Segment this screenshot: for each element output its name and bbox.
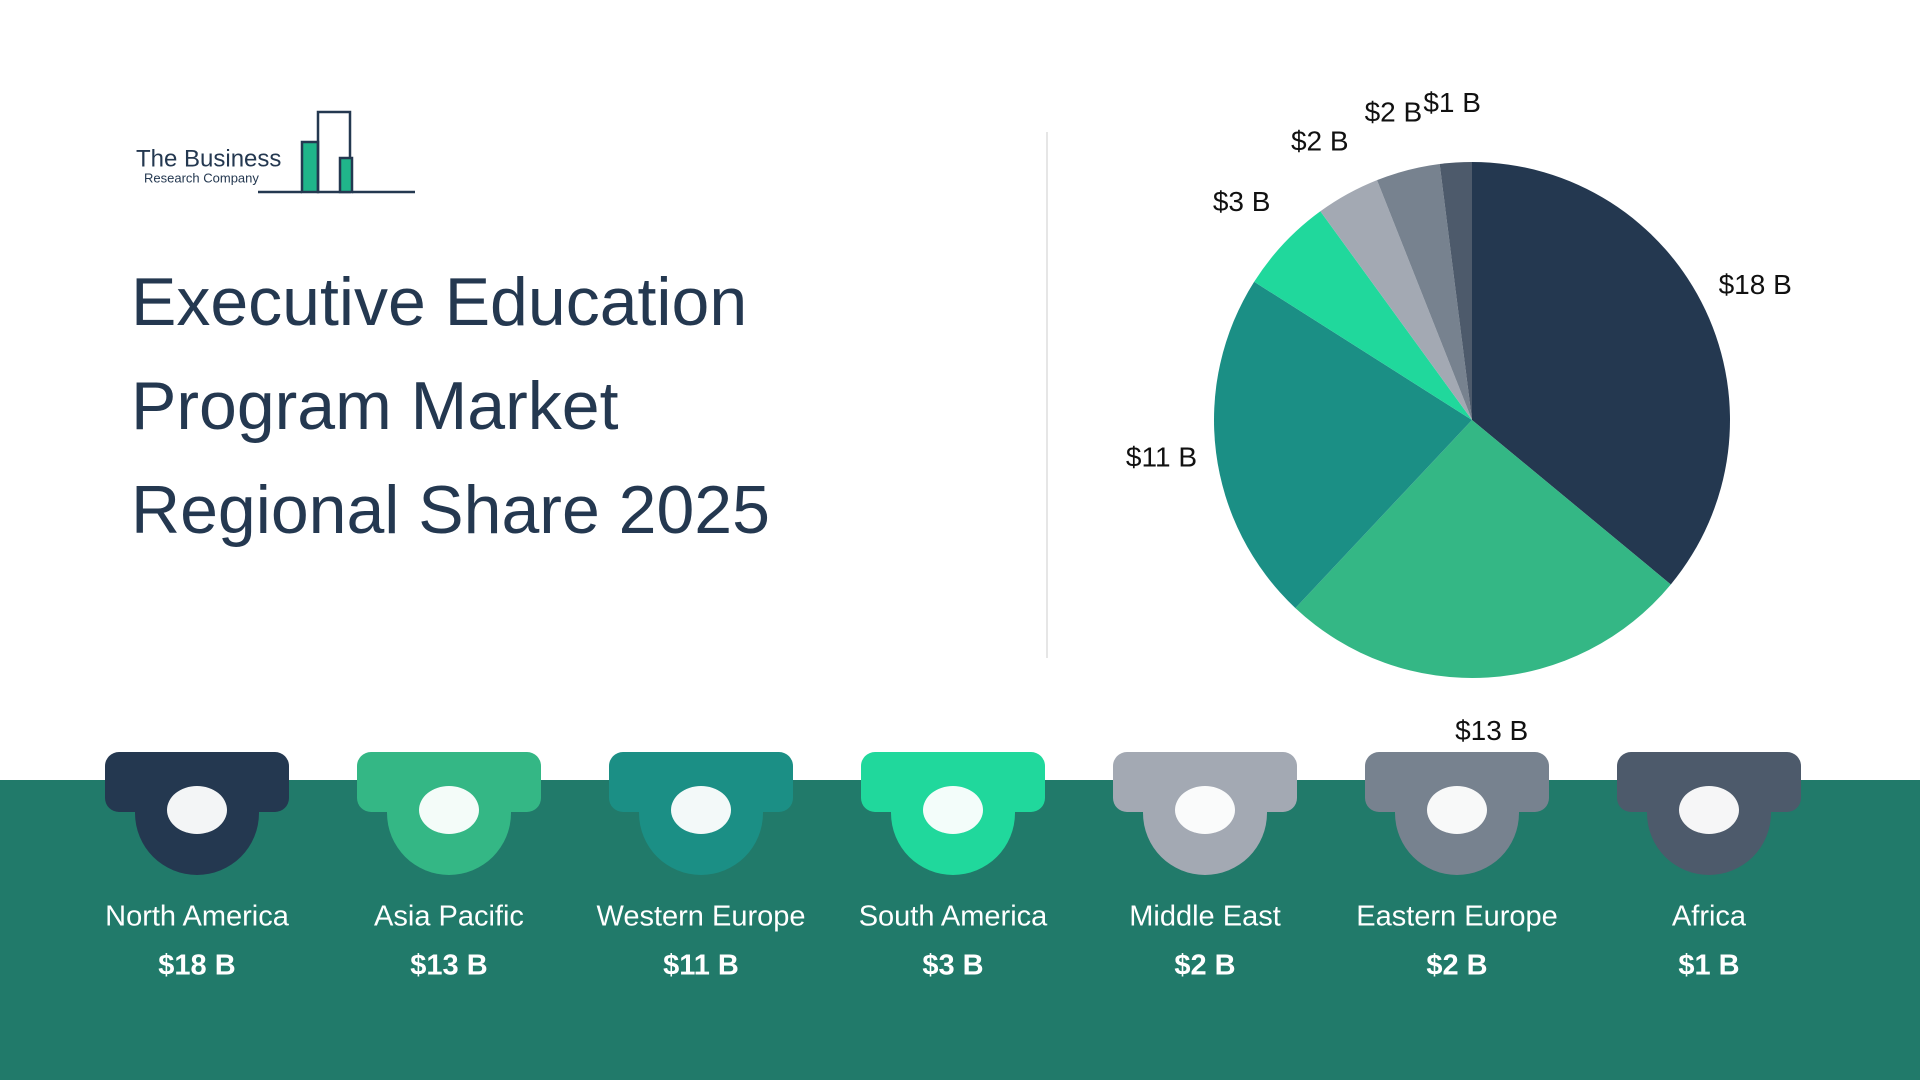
slice-label: $18 B xyxy=(1719,269,1792,300)
region-name: South America xyxy=(859,901,1048,933)
region-name: Africa xyxy=(1672,901,1747,933)
region-value: $13 B xyxy=(410,950,487,982)
region-name: Asia Pacific xyxy=(374,901,524,933)
pie-slice xyxy=(1472,162,1730,585)
region-icon xyxy=(1175,786,1235,834)
logo-text: The Business xyxy=(136,145,281,172)
region-value: $11 B xyxy=(663,950,739,982)
slice-label: $2 B xyxy=(1365,96,1423,127)
slice-label: $11 B xyxy=(1126,442,1197,473)
region-name: Western Europe xyxy=(596,901,805,933)
pie-slice xyxy=(1377,164,1472,420)
region-value: $2 B xyxy=(1174,950,1235,982)
region-icon xyxy=(671,786,731,834)
slice-label: $2 B xyxy=(1291,125,1349,156)
region-icon xyxy=(1427,786,1487,834)
pie-slice xyxy=(1295,420,1671,678)
region-name: Eastern Europe xyxy=(1356,901,1558,933)
slice-label: $1 B xyxy=(1423,87,1481,118)
slice-label: $13 B xyxy=(1455,715,1528,746)
region-value: $3 B xyxy=(922,950,983,982)
region-icon xyxy=(419,786,479,834)
region-name: North America xyxy=(105,901,290,933)
pie-slice xyxy=(1214,281,1472,609)
logo-mark xyxy=(258,110,415,194)
region-value: $1 B xyxy=(1678,950,1739,982)
pie-slice xyxy=(1320,180,1472,420)
region-value: $18 B xyxy=(158,950,235,982)
chart-title: Executive Education Program Market Regio… xyxy=(131,264,770,548)
pie-slice xyxy=(1439,162,1472,420)
region-name: Middle East xyxy=(1129,901,1281,933)
region-icon xyxy=(1679,786,1739,834)
region-value: $2 B xyxy=(1426,950,1487,982)
region-icon xyxy=(167,786,227,834)
slice-label: $3 B xyxy=(1213,186,1271,217)
region-icon xyxy=(923,786,983,834)
pie-slice xyxy=(1254,211,1472,420)
logo-subtext: Research Company xyxy=(144,170,259,185)
